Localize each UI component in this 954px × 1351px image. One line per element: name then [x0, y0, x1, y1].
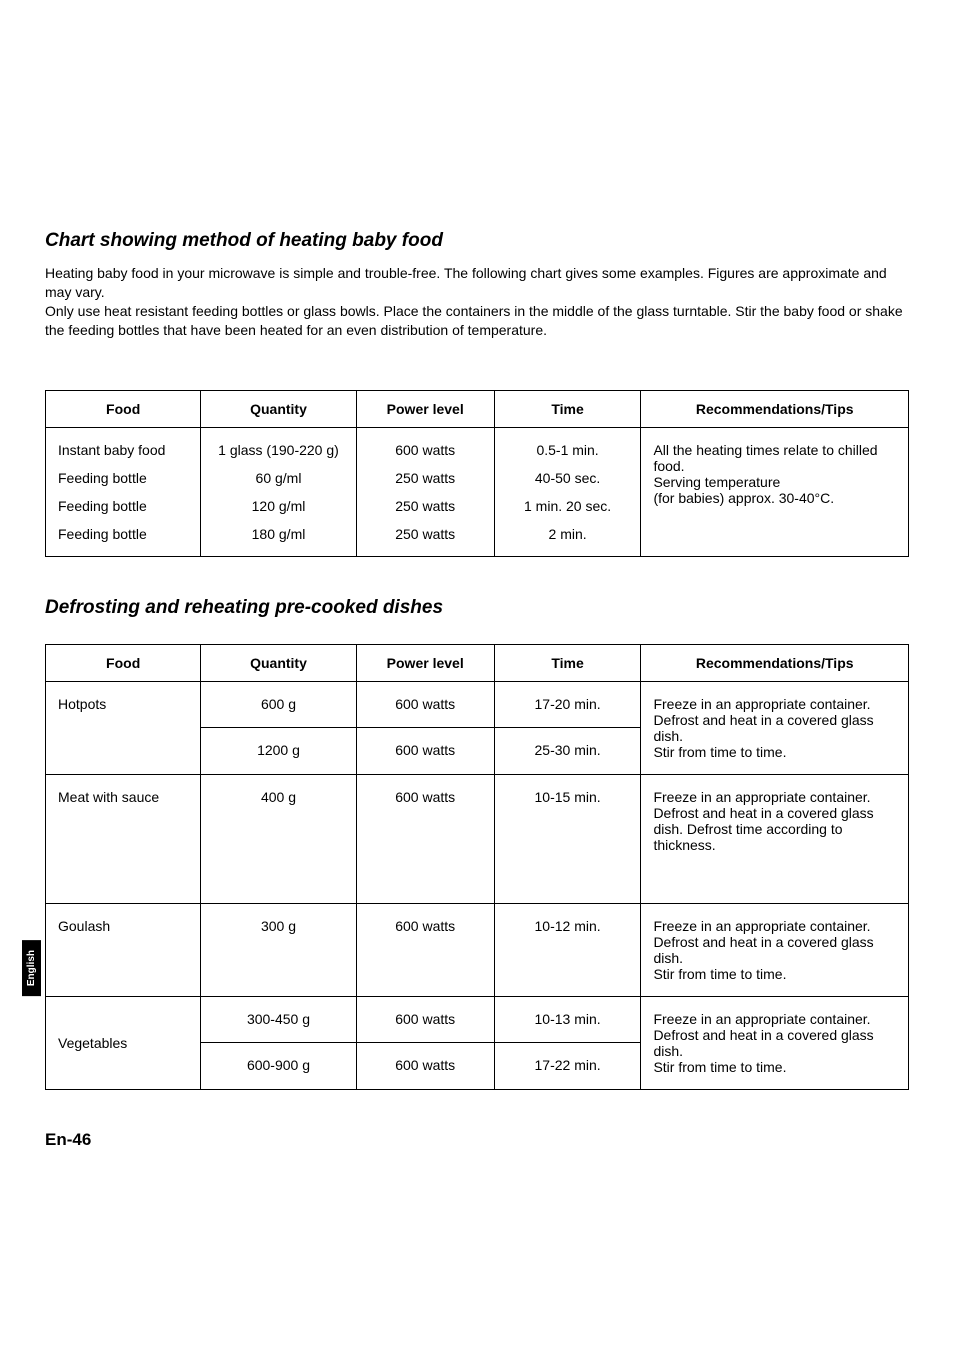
th-time: Time	[494, 390, 641, 427]
cell-time: 2 min.	[494, 520, 641, 557]
cell-quantity: 60 g/ml	[201, 464, 356, 492]
cell-power: 600 watts	[356, 996, 494, 1043]
cell-quantity: 1 glass (190-220 g)	[201, 427, 356, 464]
cell-time: 40-50 sec.	[494, 464, 641, 492]
cell-power: 250 watts	[356, 492, 494, 520]
page-content: Chart showing method of heating baby foo…	[0, 0, 954, 1190]
cell-power: 600 watts	[356, 728, 494, 775]
cell-tips: Freeze in an appropriate container. Defr…	[641, 774, 909, 903]
table-header-row: Food Quantity Power level Time Recommend…	[46, 644, 909, 681]
cell-time: 17-20 min.	[494, 681, 641, 728]
cell-food: Goulash	[46, 903, 201, 996]
th-quantity: Quantity	[201, 390, 356, 427]
th-tips: Recommendations/Tips	[641, 390, 909, 427]
cell-tips: Freeze in an appropriate container. Defr…	[641, 681, 909, 774]
cell-quantity: 300-450 g	[201, 996, 356, 1043]
table-row: Meat with sauce 400 g 600 watts 10-15 mi…	[46, 774, 909, 903]
page-number: En-46	[45, 1130, 909, 1150]
cell-quantity: 600 g	[201, 681, 356, 728]
th-tips: Recommendations/Tips	[641, 644, 909, 681]
table-row: Instant baby food 1 glass (190-220 g) 60…	[46, 427, 909, 464]
th-time: Time	[494, 644, 641, 681]
cell-power: 600 watts	[356, 427, 494, 464]
table-row: Hotpots 600 g 600 watts 17-20 min. Freez…	[46, 681, 909, 728]
cell-power: 600 watts	[356, 903, 494, 996]
cell-food: Hotpots	[46, 681, 201, 774]
section1-intro: Heating baby food in your microwave is s…	[45, 264, 909, 340]
cell-food: Meat with sauce	[46, 774, 201, 903]
cell-power: 600 watts	[356, 681, 494, 728]
th-power: Power level	[356, 390, 494, 427]
reheating-table: Food Quantity Power level Time Recommend…	[45, 644, 909, 1090]
cell-time: 25-30 min.	[494, 728, 641, 775]
cell-food: Feeding bottle	[46, 520, 201, 557]
cell-time: 0.5-1 min.	[494, 427, 641, 464]
cell-power: 600 watts	[356, 774, 494, 903]
cell-food: Instant baby food	[46, 427, 201, 464]
cell-tips: All the heating times relate to chilled …	[641, 427, 909, 556]
cell-food: Feeding bottle	[46, 492, 201, 520]
cell-quantity: 180 g/ml	[201, 520, 356, 557]
cell-tips: Freeze in an appropriate container. Defr…	[641, 903, 909, 996]
table-row: Vegetables 300-450 g 600 watts 10-13 min…	[46, 996, 909, 1043]
section1-title: Chart showing method of heating baby foo…	[45, 230, 909, 252]
th-food: Food	[46, 390, 201, 427]
cell-time: 17-22 min.	[494, 1043, 641, 1090]
cell-power: 600 watts	[356, 1043, 494, 1090]
cell-power: 250 watts	[356, 464, 494, 492]
table-header-row: Food Quantity Power level Time Recommend…	[46, 390, 909, 427]
th-quantity: Quantity	[201, 644, 356, 681]
cell-food: Feeding bottle	[46, 464, 201, 492]
cell-quantity: 1200 g	[201, 728, 356, 775]
th-food: Food	[46, 644, 201, 681]
language-tab: English	[22, 940, 41, 996]
cell-tips: Freeze in an appropriate container. Defr…	[641, 996, 909, 1089]
baby-food-table: Food Quantity Power level Time Recommend…	[45, 390, 909, 557]
cell-quantity: 120 g/ml	[201, 492, 356, 520]
cell-time: 10-13 min.	[494, 996, 641, 1043]
cell-quantity: 300 g	[201, 903, 356, 996]
cell-time: 10-12 min.	[494, 903, 641, 996]
cell-time: 1 min. 20 sec.	[494, 492, 641, 520]
cell-quantity: 600-900 g	[201, 1043, 356, 1090]
cell-quantity: 400 g	[201, 774, 356, 903]
th-power: Power level	[356, 644, 494, 681]
table-row: Goulash 300 g 600 watts 10-12 min. Freez…	[46, 903, 909, 996]
section2-title: Defrosting and reheating pre-cooked dish…	[45, 597, 909, 619]
cell-power: 250 watts	[356, 520, 494, 557]
cell-food: Vegetables	[46, 996, 201, 1089]
cell-time: 10-15 min.	[494, 774, 641, 903]
